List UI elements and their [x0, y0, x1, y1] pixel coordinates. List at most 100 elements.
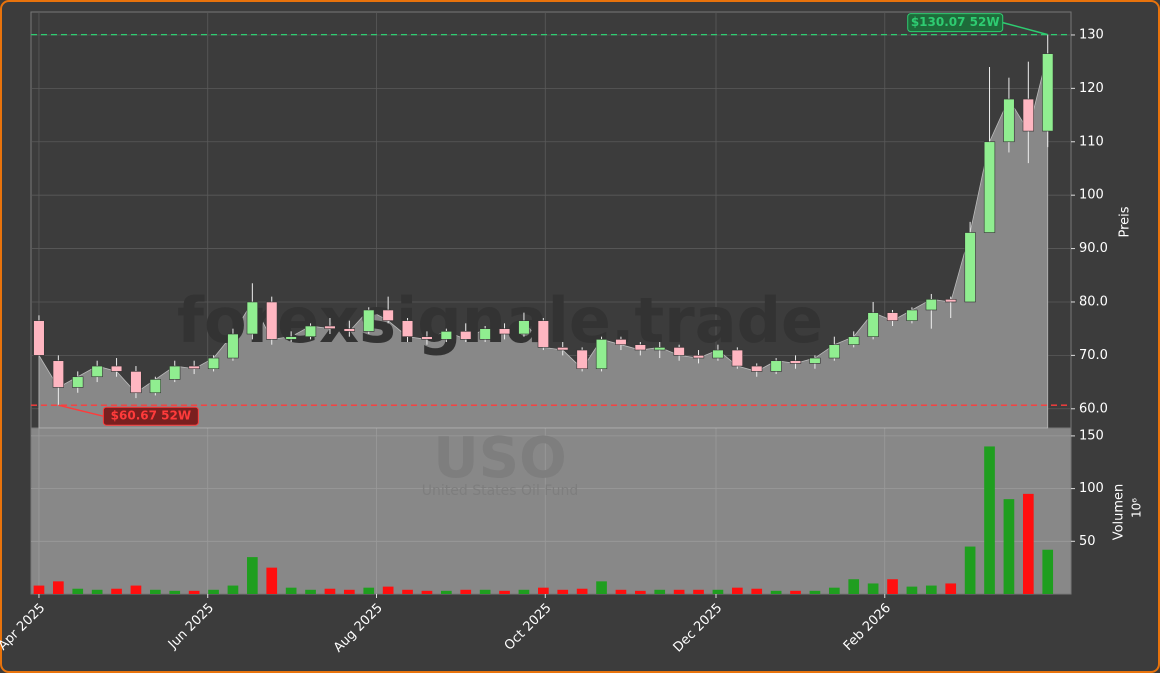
y-tick-label: 90.0: [1079, 241, 1108, 256]
candle-body: [52, 360, 64, 388]
candle-body: [673, 347, 685, 356]
y-tick-label: 110: [1079, 134, 1104, 149]
candle-body: [324, 325, 336, 329]
y-tick-label: 120: [1079, 81, 1104, 96]
volume-bar: [169, 590, 181, 594]
volume-bar: [266, 567, 278, 594]
candle-body: [809, 357, 821, 364]
symbol: USO: [433, 426, 566, 491]
volume-bar: [53, 581, 64, 594]
annotation-label: $130.07 52W: [911, 15, 1000, 29]
annotation-box: [102, 406, 199, 426]
candle-body: [654, 347, 666, 351]
annotation-arrow: [1002, 21, 1048, 36]
y-axis-label: Preis: [1118, 206, 1133, 237]
candle-body: [479, 328, 491, 340]
candle-body: [828, 344, 840, 359]
candle-body: [304, 325, 317, 337]
candle-body: [401, 320, 414, 337]
volume-bar: [227, 585, 239, 594]
volume-bar: [887, 579, 898, 594]
volume-unit: 10⁶: [1130, 498, 1144, 518]
volume-bar: [615, 589, 627, 594]
volume-bar: [363, 587, 375, 594]
candle-body: [246, 301, 258, 335]
candle-body: [285, 336, 297, 340]
y-tick-label: 100: [1079, 188, 1104, 203]
volume-tick-label: 100: [1079, 481, 1104, 496]
candle-body: [751, 365, 763, 372]
candle-body: [188, 365, 200, 370]
y-tick-label: 80.0: [1079, 294, 1108, 309]
candle-body: [945, 299, 957, 303]
fund-name: United States Oil Fund: [422, 483, 578, 499]
candle-body: [1003, 98, 1015, 143]
volume-bar: [285, 587, 297, 594]
candle-body: [557, 347, 569, 351]
candle-body: [421, 336, 433, 340]
candle-body: [537, 320, 549, 348]
volume-bar: [188, 590, 200, 594]
volume-bar: [518, 589, 530, 594]
volume-axis-label: Volumen: [1112, 484, 1127, 541]
annotation-box: [907, 13, 1004, 33]
candle-body: [906, 309, 918, 321]
candle-body: [518, 320, 530, 335]
candle-body: [789, 360, 802, 364]
candle-body: [440, 331, 452, 340]
candle-body: [576, 349, 588, 370]
volume-bar: [984, 446, 995, 594]
volume-bar: [150, 589, 161, 594]
candle-body: [770, 360, 782, 372]
volume-bar: [945, 583, 957, 594]
candle-body: [1042, 53, 1054, 132]
volume-bar: [731, 587, 743, 594]
volume-bar: [441, 590, 452, 594]
volume-bar: [809, 590, 821, 594]
volume-bar: [421, 590, 433, 594]
candle-body: [72, 376, 84, 388]
candle-body: [460, 331, 472, 340]
candle-body: [1022, 98, 1034, 132]
volume-bar: [344, 589, 355, 594]
candle-body: [867, 312, 879, 337]
volume-bar: [712, 589, 724, 594]
candle-body: [595, 339, 608, 370]
annotation-arrow: [58, 404, 104, 417]
candle-body: [848, 336, 860, 345]
volume-bar: [91, 589, 103, 594]
volume-bar: [867, 583, 879, 594]
volume-bar: [33, 585, 45, 594]
volume-bar: [693, 589, 704, 594]
volume-bar: [305, 589, 316, 594]
candle-body: [169, 365, 181, 380]
volume-bar: [111, 588, 122, 594]
candle-body: [615, 339, 627, 345]
volume-bar: [538, 587, 549, 594]
volume-bar: [1003, 499, 1015, 594]
candle-body: [363, 309, 375, 332]
volume-bar: [324, 588, 336, 594]
volume-bar: [576, 588, 588, 594]
volume-bar: [770, 590, 782, 594]
candle-body: [343, 328, 355, 332]
candle-body: [925, 299, 937, 311]
volume-bar: [925, 585, 937, 594]
volume-bar: [634, 590, 646, 594]
volume-bar: [460, 589, 472, 594]
candle-body: [712, 349, 724, 359]
volume-bar: [557, 589, 569, 594]
candle-body: [731, 349, 743, 367]
candle-body: [227, 333, 239, 359]
y-tick-label: 130: [1079, 27, 1104, 42]
candle-body: [382, 309, 394, 321]
candle-body: [983, 141, 996, 233]
marks: $130.07 52W $60.67 52W: [31, 13, 1071, 594]
volume-tick-label: 150: [1079, 428, 1104, 443]
candle-body: [149, 379, 161, 394]
candle-body: [964, 232, 976, 303]
volume-bar: [790, 590, 801, 594]
volume-bar: [402, 589, 413, 594]
